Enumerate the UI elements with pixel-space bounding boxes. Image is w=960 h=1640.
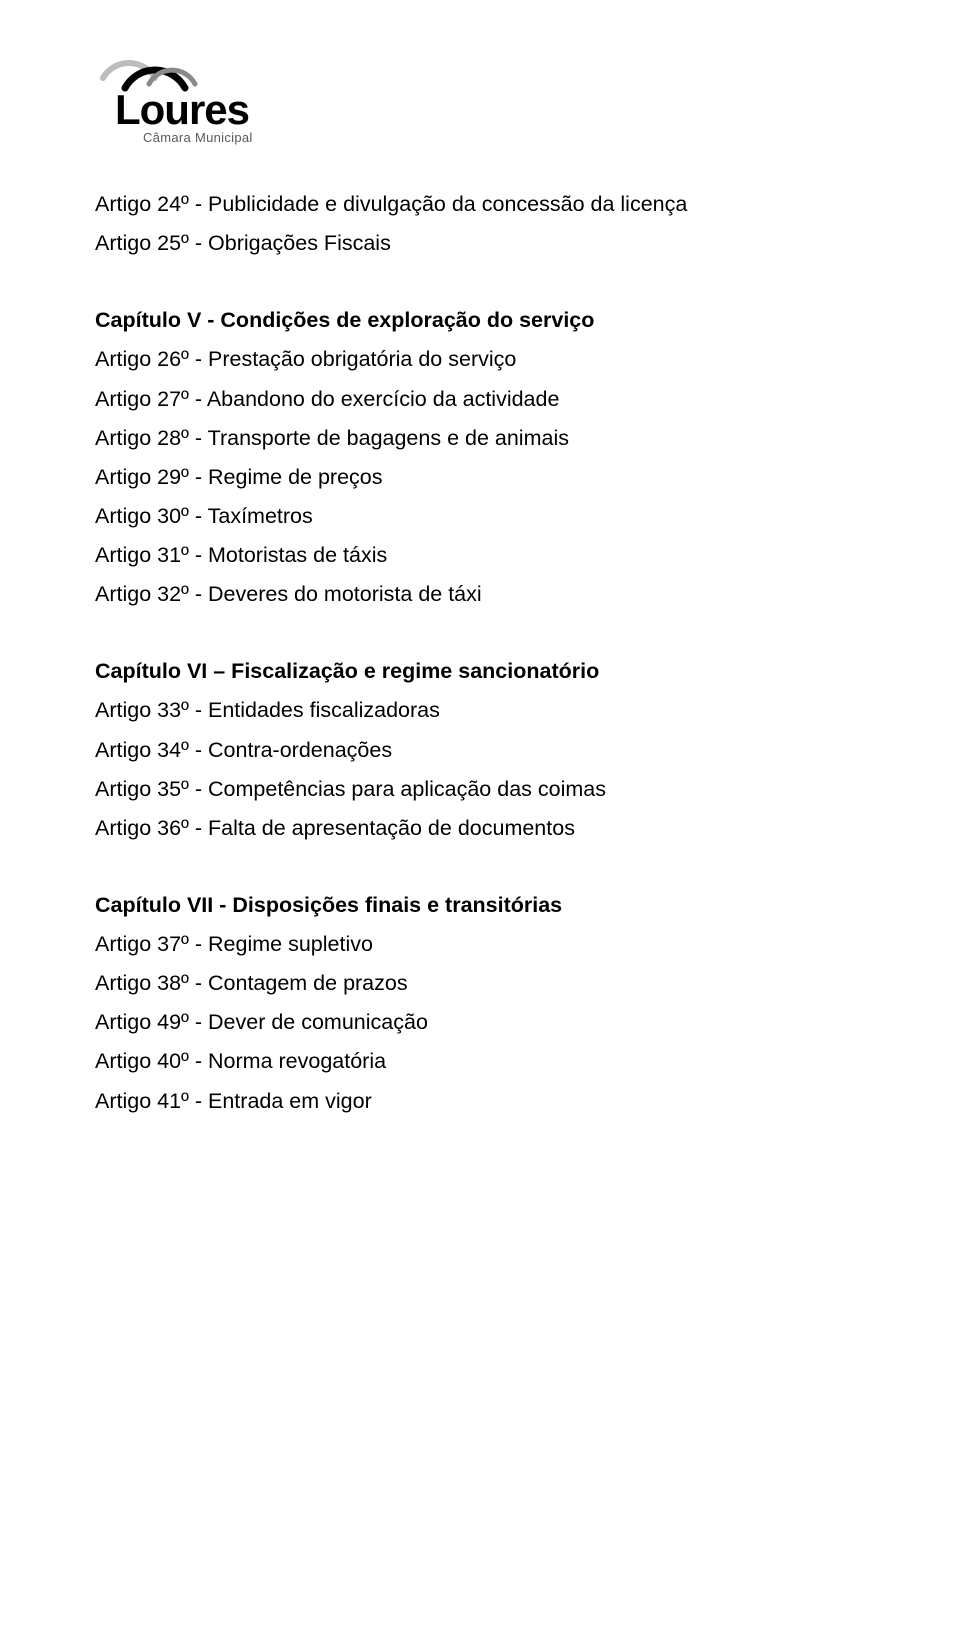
article-line: Artigo 32º - Deveres do motorista de táx…: [95, 575, 865, 614]
article-line: Artigo 34º - Contra-ordenações: [95, 731, 865, 770]
chapter-heading: Capítulo V - Condições de exploração do …: [95, 301, 865, 340]
article-line: Artigo 27º - Abandono do exercício da ac…: [95, 380, 865, 419]
document-page: Loures Câmara Municipal Artigo 24º - Pub…: [0, 0, 960, 1181]
article-line: Artigo 37º - Regime supletivo: [95, 925, 865, 964]
article-line: Artigo 36º - Falta de apresentação de do…: [95, 809, 865, 848]
chapter-heading: Capítulo VI – Fiscalização e regime sanc…: [95, 652, 865, 691]
article-line: Artigo 38º - Contagem de prazos: [95, 964, 865, 1003]
article-line: Artigo 28º - Transporte de bagagens e de…: [95, 419, 865, 458]
article-line: Artigo 29º - Regime de preços: [95, 458, 865, 497]
article-line: Artigo 30º - Taxímetros: [95, 497, 865, 536]
article-line: Artigo 49º - Dever de comunicação: [95, 1003, 865, 1042]
logo-block: Loures Câmara Municipal: [95, 40, 865, 155]
article-line: Artigo 31º - Motoristas de táxis: [95, 536, 865, 575]
article-line: Artigo 25º - Obrigações Fiscais: [95, 224, 865, 263]
article-line: Artigo 33º - Entidades fiscalizadoras: [95, 691, 865, 730]
article-line: Artigo 40º - Norma revogatória: [95, 1042, 865, 1081]
article-line: Artigo 24º - Publicidade e divulgação da…: [95, 185, 865, 224]
document-body: Artigo 24º - Publicidade e divulgação da…: [95, 185, 865, 1121]
article-line: Artigo 41º - Entrada em vigor: [95, 1082, 865, 1121]
svg-text:Câmara Municipal: Câmara Municipal: [143, 130, 253, 145]
svg-text:Loures: Loures: [115, 86, 249, 133]
article-line: Artigo 26º - Prestação obrigatória do se…: [95, 340, 865, 379]
article-line: Artigo 35º - Competências para aplicação…: [95, 770, 865, 809]
chapter-heading: Capítulo VII - Disposições finais e tran…: [95, 886, 865, 925]
loures-logo: Loures Câmara Municipal: [95, 40, 320, 150]
